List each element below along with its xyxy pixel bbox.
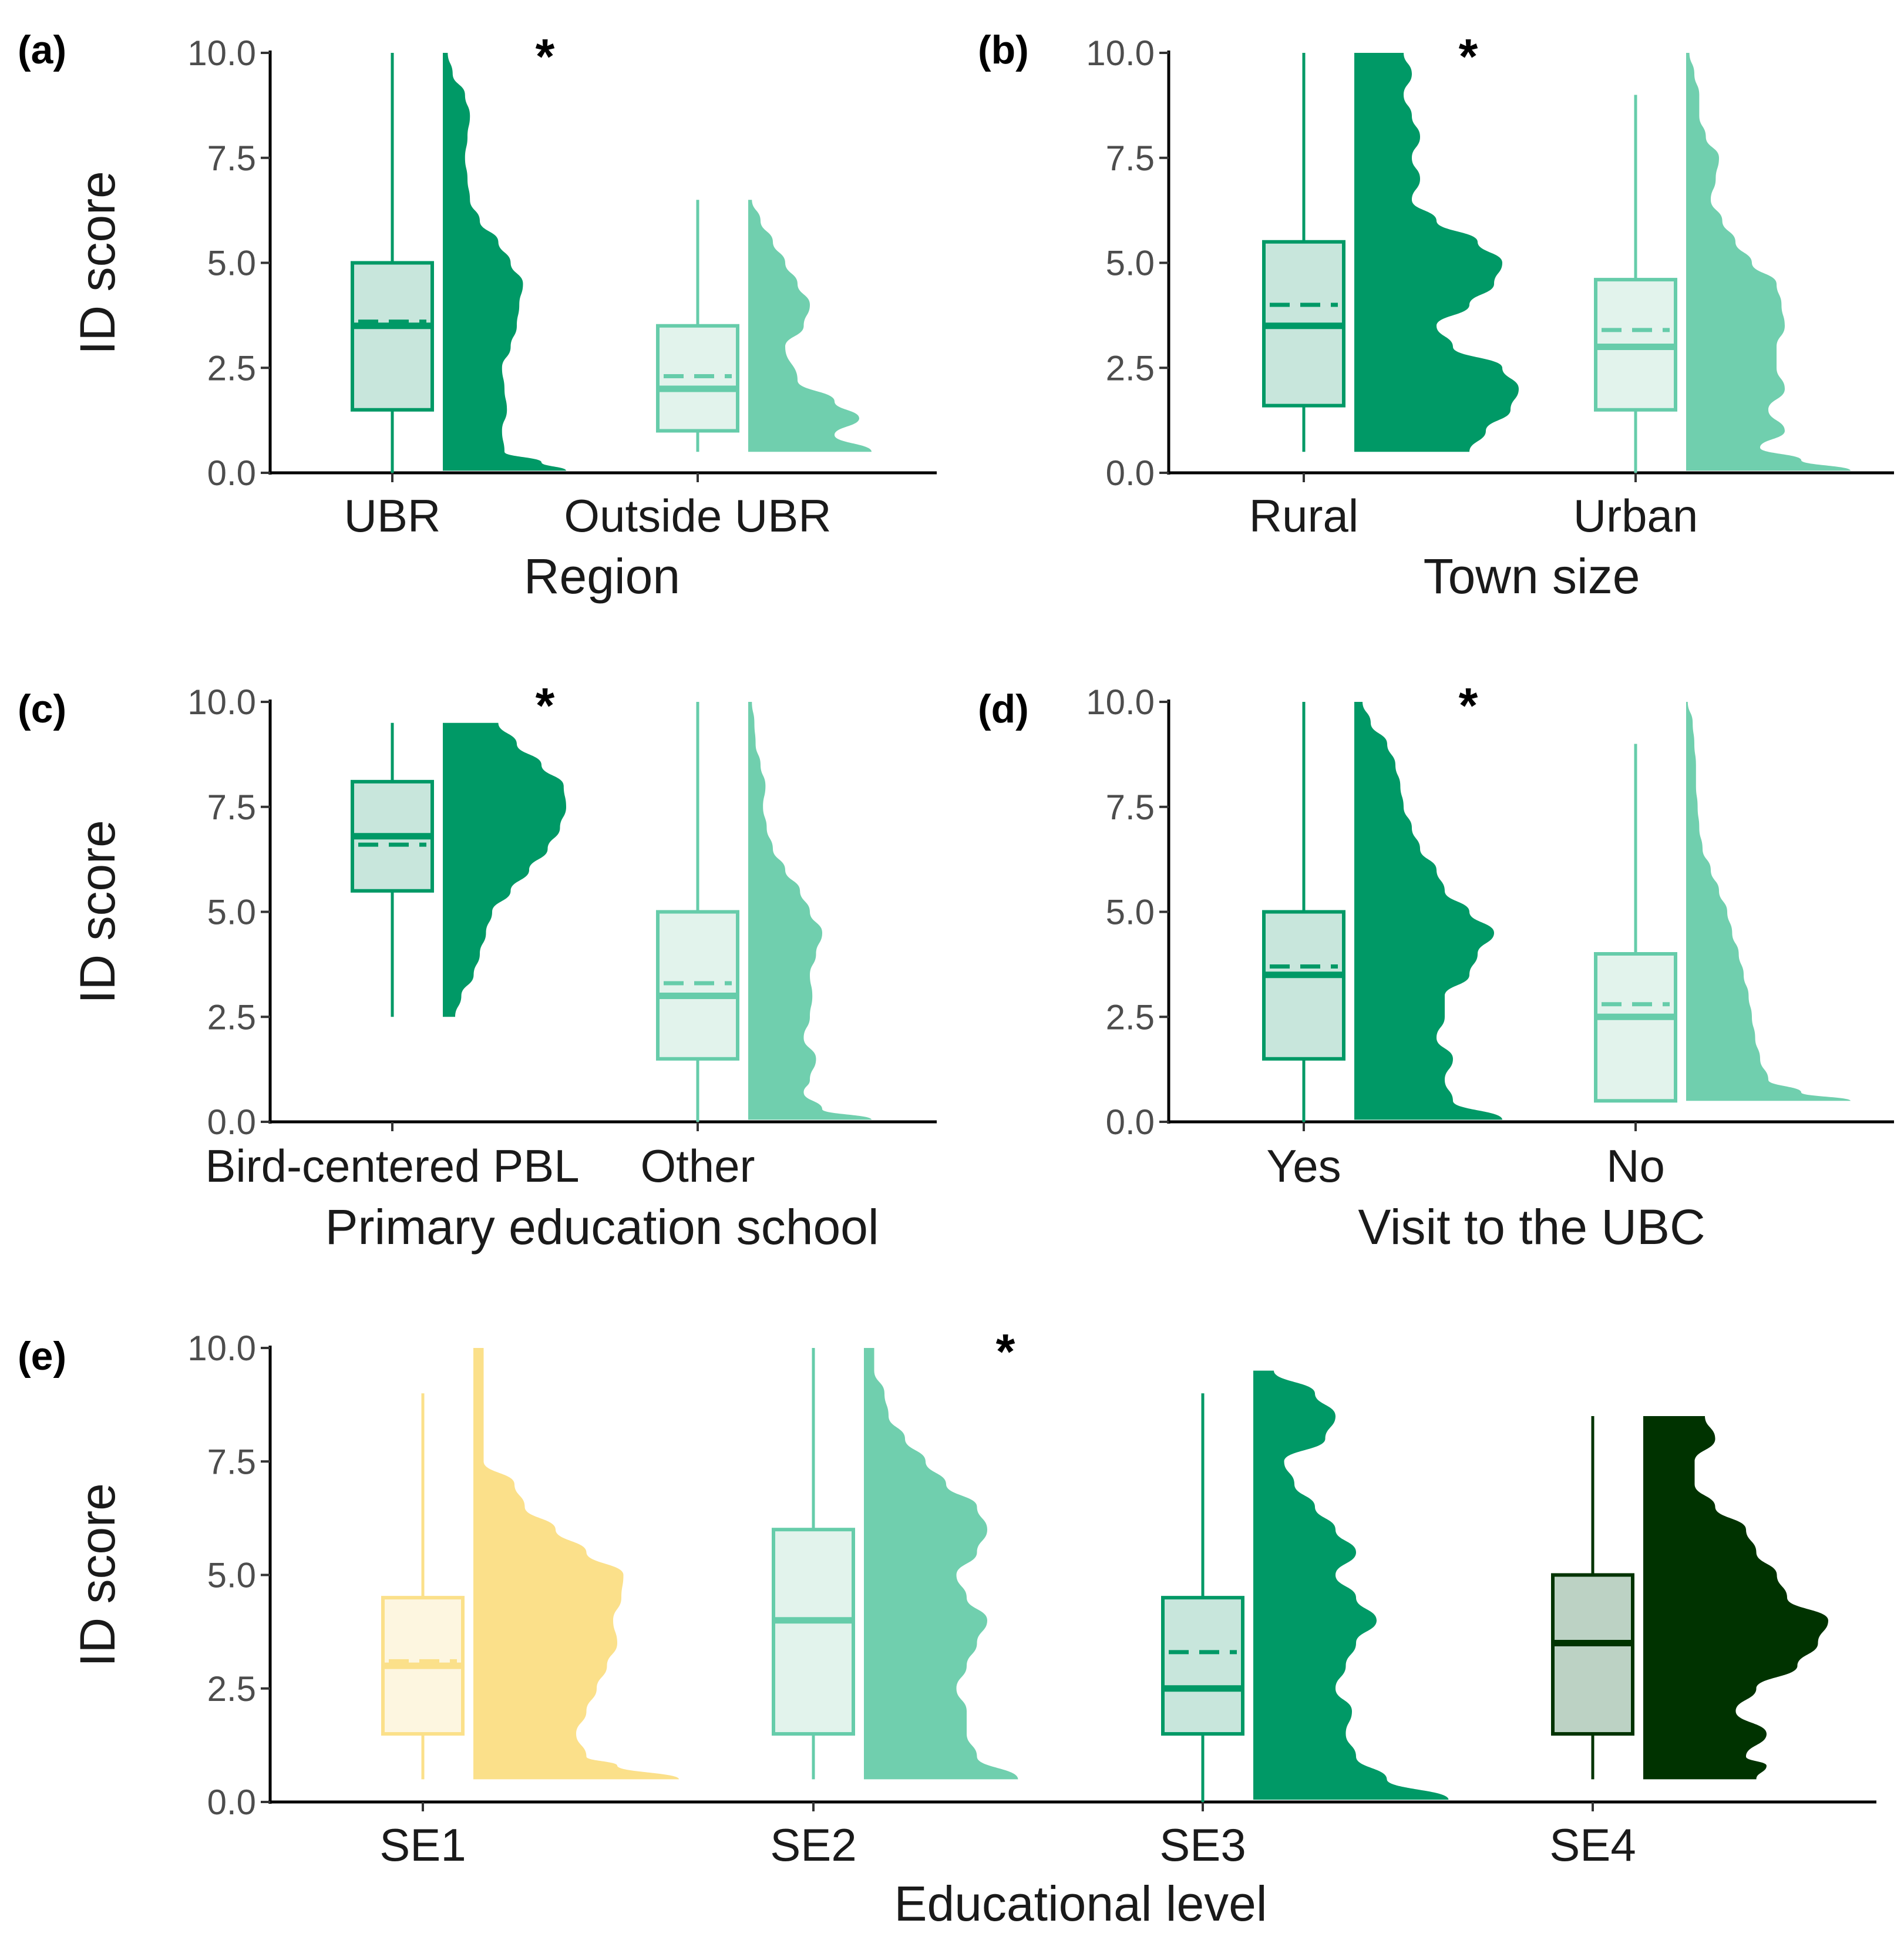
group-se2: SE2 [770, 1348, 1018, 1871]
x-tick-label: SE4 [1549, 1819, 1636, 1871]
significance-marker: * [996, 1324, 1015, 1379]
x-tick-label: Outside UBR [564, 490, 831, 542]
x-axis-title: Visit to the UBC [1358, 1199, 1705, 1255]
y-tick-label: 10.0 [187, 682, 256, 722]
group-rural: Rural [1249, 53, 1519, 542]
box [351, 261, 434, 412]
x-tick-label: SE1 [379, 1819, 466, 1871]
panel-label: (b) [978, 28, 1029, 72]
y-tick-label: 0.0 [207, 1783, 256, 1822]
y-tick-label: 0.0 [207, 1102, 256, 1142]
significance-marker: * [536, 29, 555, 84]
y-axis-title: ID score [70, 1483, 125, 1667]
density-violin [473, 1348, 679, 1780]
y-axis-title: ID score [70, 171, 125, 355]
significance-marker: * [1459, 29, 1478, 84]
x-tick-label: UBR [344, 490, 441, 542]
box [1594, 952, 1677, 1103]
panel-a: (a) * 0.0 2.5 5.0 7.5 10.0 ID score Region UBR Out… [18, 28, 937, 604]
y-tick-label: 5.0 [1106, 244, 1155, 283]
density-violin [1354, 53, 1519, 452]
density-violin [864, 1348, 1018, 1780]
density-violin [748, 200, 872, 452]
group-outside-ubr: Outside UBR [564, 200, 872, 542]
panel-d: (d) * 0.0 2.5 5.0 7.5 10.0 Visit to the UBC Yes N… [978, 678, 1894, 1255]
x-tick-label: No [1606, 1140, 1665, 1192]
panel-c: (c) * 0.0 2.5 5.0 7.5 10.0 ID score Primary educ… [18, 678, 937, 1255]
y-tick-label: 5.0 [207, 1556, 256, 1595]
box [1161, 1596, 1244, 1736]
box [1551, 1573, 1634, 1736]
y-tick-label: 7.5 [207, 1442, 256, 1481]
group-bird-centered-pbl: Bird-centered PBL [205, 722, 580, 1192]
y-tick-label: 2.5 [207, 997, 256, 1037]
box [656, 910, 739, 1061]
panel-b: (b) * 0.0 2.5 5.0 7.5 10.0 Town size Rural Urban [978, 28, 1894, 604]
y-tick-label: 7.5 [207, 788, 256, 827]
y-tick-label: 0.0 [1106, 1102, 1155, 1142]
y-tick-label: 5.0 [207, 244, 256, 283]
y-tick-label: 2.5 [1106, 348, 1155, 388]
x-tick-label: SE2 [770, 1819, 856, 1871]
group-yes: Yes [1262, 702, 1502, 1192]
box [772, 1528, 855, 1736]
group-ubr: UBR [344, 53, 566, 542]
y-tick-label: 2.5 [207, 348, 256, 388]
panel-label: (d) [978, 687, 1029, 731]
y-axis-title: ID score [70, 820, 125, 1004]
x-axis-title: Educational level [894, 1876, 1267, 1931]
y-tick-label: 0.0 [1106, 453, 1155, 493]
box [656, 324, 739, 433]
density-violin [1253, 1370, 1449, 1800]
density-violin [1643, 1416, 1828, 1780]
group-se4: SE4 [1549, 1416, 1828, 1871]
significance-marker: * [536, 678, 555, 733]
y-tick-label: 10.0 [187, 33, 256, 73]
y-tick-label: 7.5 [207, 139, 256, 178]
density-violin [443, 53, 566, 471]
x-axis-title: Region [524, 549, 680, 604]
y-tick-label: 7.5 [1106, 139, 1155, 178]
x-tick-label: Bird-centered PBL [205, 1140, 579, 1192]
density-violin [1686, 702, 1851, 1101]
y-tick-label: 5.0 [1106, 893, 1155, 932]
y-tick-label: 5.0 [207, 893, 256, 932]
y-tick-label: 2.5 [207, 1669, 256, 1709]
x-tick-label: Urban [1573, 490, 1698, 542]
y-tick-label: 7.5 [1106, 788, 1155, 827]
group-other: Other [640, 702, 872, 1192]
density-violin [748, 702, 872, 1120]
y-tick-label: 10.0 [1086, 33, 1155, 73]
significance-marker: * [1459, 678, 1478, 733]
x-tick-label: SE3 [1159, 1819, 1246, 1871]
x-tick-label: Yes [1266, 1140, 1341, 1192]
density-violin [443, 722, 566, 1017]
box [1262, 910, 1345, 1061]
group-se3: SE3 [1159, 1370, 1449, 1871]
y-tick-label: 10.0 [1086, 682, 1155, 722]
y-tick-label: 0.0 [207, 453, 256, 493]
x-axis-title: Town size [1424, 549, 1640, 604]
group-no: No [1594, 702, 1851, 1192]
group-urban: Urban [1573, 53, 1851, 542]
panel-label: (a) [18, 28, 66, 72]
density-violin [1686, 53, 1851, 471]
y-tick-label: 2.5 [1106, 997, 1155, 1037]
x-tick-label: Rural [1249, 490, 1358, 542]
panel-label: (e) [18, 1334, 66, 1378]
density-violin [1354, 702, 1502, 1120]
group-se1: SE1 [379, 1348, 679, 1871]
panel-e: (e) * 0.0 2.5 5.0 7.5 10.0 ID score Educational … [18, 1324, 1876, 1931]
panel-label: (c) [18, 687, 66, 731]
y-tick-label: 10.0 [187, 1329, 256, 1368]
x-axis-title: Primary education school [325, 1199, 879, 1255]
x-tick-label: Other [640, 1140, 755, 1192]
